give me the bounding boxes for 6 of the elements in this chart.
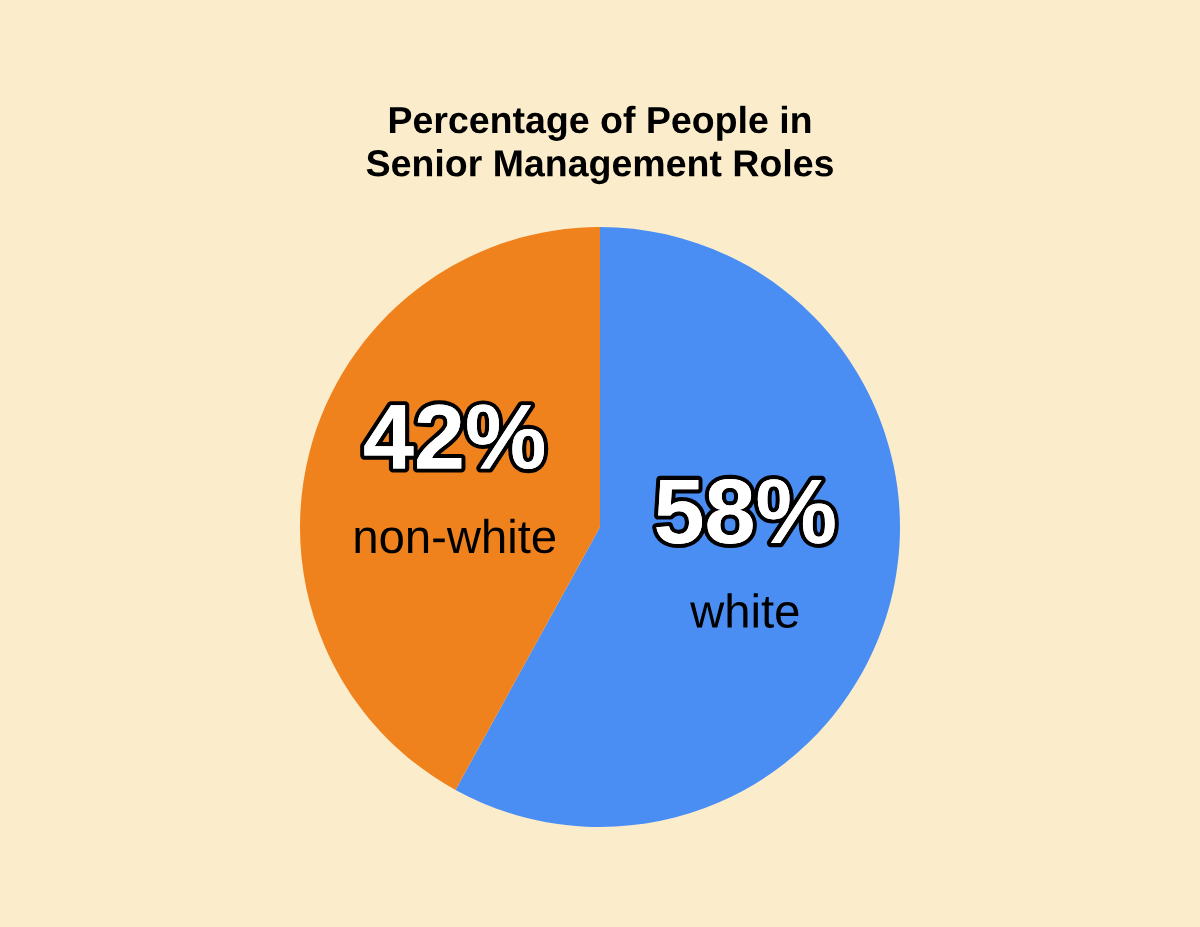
slice-label: non-white bbox=[355, 518, 555, 554]
pie-slice bbox=[300, 227, 600, 790]
data-label: 58% bbox=[656, 479, 835, 544]
chart-title: Percentage of People in Senior Management Roles bbox=[366, 105, 833, 185]
data-label: 42% bbox=[364, 404, 545, 470]
slice-label: white bbox=[690, 593, 799, 628]
